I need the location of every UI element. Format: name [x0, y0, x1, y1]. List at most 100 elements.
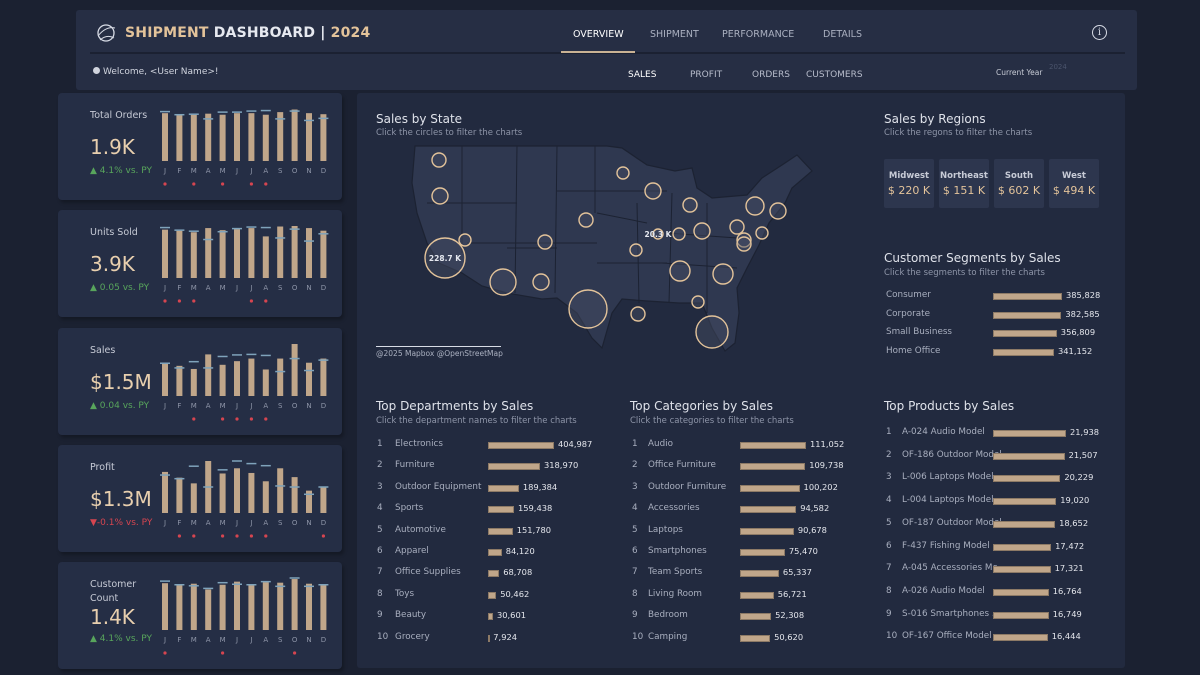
state-bubble[interactable] — [695, 315, 729, 349]
products-row[interactable]: 6 F-437 Fishing Model 17,472 — [886, 541, 1126, 555]
departments-row[interactable]: 6 Apparel 84,120 — [377, 546, 617, 560]
categories-row[interactable]: 1 Audio 111,052 — [632, 439, 872, 453]
month-label: J — [249, 636, 252, 644]
state-bubble[interactable] — [736, 236, 752, 252]
info-icon[interactable]: i — [1092, 25, 1107, 40]
state-bubble[interactable] — [669, 260, 691, 282]
state-bubble[interactable] — [693, 222, 711, 240]
value-label: 341,152 — [1058, 346, 1093, 357]
state-bubble[interactable] — [489, 268, 517, 296]
departments-row[interactable]: 8 Toys 50,462 — [377, 589, 617, 603]
state-bubble[interactable] — [755, 226, 769, 240]
tab-performance[interactable]: PERFORMANCE — [722, 29, 795, 40]
value-label: 21,938 — [1070, 427, 1100, 437]
region-tile-midwest[interactable]: Midwest $ 220 K — [884, 159, 934, 208]
categories-row[interactable]: 5 Laptops 90,678 — [632, 525, 872, 539]
segments-row[interactable]: Corporate 382,585 — [886, 309, 1126, 323]
state-bubble[interactable] — [537, 234, 553, 250]
state-bubble[interactable] — [431, 152, 447, 168]
state-bubble[interactable] — [682, 197, 698, 213]
tab-shipment[interactable]: SHIPMENT — [650, 29, 699, 40]
value-label: 20,229 — [1064, 472, 1094, 483]
subtab-orders[interactable]: ORDERS — [752, 70, 790, 80]
region-tile-west[interactable]: West $ 494 K — [1049, 159, 1099, 208]
value-label: 151,780 — [516, 524, 552, 535]
products-row[interactable]: 8 A-026 Audio Model 16,764 — [886, 586, 1126, 600]
state-bubble[interactable] — [691, 295, 705, 309]
kpi-card-customer-count[interactable]: Customer Count 1.4K ▲ 4.1% vs. PY J F M A M J J A S… — [58, 562, 342, 669]
state-bubble[interactable] — [616, 166, 630, 180]
state-bubble-illinois[interactable]: 20.3 K — [645, 228, 673, 240]
region-tile-northeast[interactable]: Northeast $ 151 K — [939, 159, 989, 208]
state-bubble-california[interactable]: 228.7 K — [424, 237, 466, 279]
departments-row[interactable]: 10 Grocery 7,924 — [377, 632, 617, 646]
subtab-profit[interactable]: PROFIT — [690, 70, 723, 80]
month-bar — [262, 369, 269, 396]
departments-row[interactable]: 7 Office Supplies 68,708 — [377, 567, 617, 581]
state-bubble[interactable] — [644, 182, 662, 200]
value-bar — [488, 463, 540, 471]
categories-row[interactable]: 10 Camping 50,620 — [632, 632, 872, 646]
categories-row[interactable]: 7 Team Sports 65,337 — [632, 567, 872, 581]
categories-row[interactable]: 9 Bedroom 52,308 — [632, 610, 872, 624]
state-bubble[interactable] — [578, 212, 594, 228]
categories-row[interactable]: 6 Smartphones 75,470 — [632, 546, 872, 560]
map-attribution[interactable]: @2025 Mapbox @OpenStreetMap — [376, 349, 503, 358]
kpi-card-profit[interactable]: Profit $1.3M ▼-0.1% vs. PY J F M A M J J A S O N D — [58, 445, 342, 552]
products-row[interactable]: 3 L-006 Laptops Model 20,229 — [886, 472, 1126, 486]
categories-row[interactable]: 8 Living Room 56,721 — [632, 589, 872, 603]
subtab-sales[interactable]: SALES — [628, 70, 657, 80]
state-bubble[interactable] — [736, 232, 752, 248]
departments-row[interactable]: 2 Furniture 318,970 — [377, 460, 617, 474]
month-label: M — [220, 284, 226, 292]
us-sales-map[interactable]: 228.7 K 20.3 K — [407, 143, 827, 363]
state-bubble[interactable] — [712, 263, 734, 285]
rank: 9 — [886, 608, 892, 619]
state-border — [554, 145, 558, 294]
categories-row[interactable]: 4 Accessories 94,582 — [632, 503, 872, 517]
state-bubble[interactable] — [458, 233, 472, 247]
state-bubble[interactable] — [630, 306, 646, 322]
departments-row[interactable]: 3 Outdoor Equipment 189,384 — [377, 482, 617, 496]
products-row[interactable]: 5 OF-187 Outdoor Model 18,652 — [886, 518, 1126, 532]
departments-row[interactable]: 1 Electronics 404,987 — [377, 439, 617, 453]
tab-details[interactable]: DETAILS — [823, 29, 863, 40]
kpi-card-sales[interactable]: Sales $1.5M ▲ 0.04 vs. PY J F M A M J J A S O N D — [58, 328, 342, 435]
state-bubble[interactable] — [729, 219, 745, 235]
departments-row[interactable]: 9 Beauty 30,601 — [377, 610, 617, 624]
month-bar — [291, 109, 298, 161]
products-row[interactable]: 1 A-024 Audio Model 21,938 — [886, 427, 1126, 441]
tab-overview[interactable]: OVERVIEW — [573, 29, 624, 40]
segments-row[interactable]: Home Office 341,152 — [886, 346, 1126, 360]
departments-row[interactable]: 4 Sports 159,438 — [377, 503, 617, 517]
state-bubble[interactable] — [745, 196, 765, 216]
state-bubble[interactable] — [431, 187, 449, 205]
kpi-card-units-sold[interactable]: Units Sold 3.9K ▲ 0.05 vs. PY J F M A M J J A S O N D — [58, 210, 342, 317]
state-bubble[interactable] — [769, 202, 787, 220]
rank: 2 — [886, 449, 892, 460]
current-year-selector[interactable]: 2024 — [1049, 63, 1067, 71]
subtab-customers[interactable]: CUSTOMERS — [806, 70, 863, 80]
products-row[interactable]: 2 OF-186 Outdoor Model 21,507 — [886, 450, 1126, 464]
state-bubble[interactable] — [532, 273, 550, 291]
categories-row[interactable]: 3 Outdoor Furniture 100,202 — [632, 482, 872, 496]
segments-row[interactable]: Consumer 385,828 — [886, 290, 1126, 304]
categories-row[interactable]: 2 Office Furniture 109,738 — [632, 460, 872, 474]
region-tile-south[interactable]: South $ 602 K — [994, 159, 1044, 208]
month-bar — [320, 230, 327, 278]
state-bubble[interactable] — [629, 243, 643, 257]
kpi-card-total-orders[interactable]: Total Orders 1.9K ▲ 4.1% vs. PY J F M A M J J A S O N… — [58, 93, 342, 200]
products-row[interactable]: 9 S-016 Smartphones .. 16,749 — [886, 609, 1126, 623]
state-bubble[interactable] — [672, 227, 686, 241]
products-row[interactable]: 4 L-004 Laptops Model 19,020 — [886, 495, 1126, 509]
products-row[interactable]: 7 A-045 Accessories Mo.. 17,321 — [886, 563, 1126, 577]
state-bubble[interactable] — [568, 289, 608, 329]
departments-row[interactable]: 5 Automotive 151,780 — [377, 525, 617, 539]
segments-row[interactable]: Small Business 356,809 — [886, 327, 1126, 341]
products-row[interactable]: 10 OF-167 Office Model 16,444 — [886, 631, 1126, 645]
